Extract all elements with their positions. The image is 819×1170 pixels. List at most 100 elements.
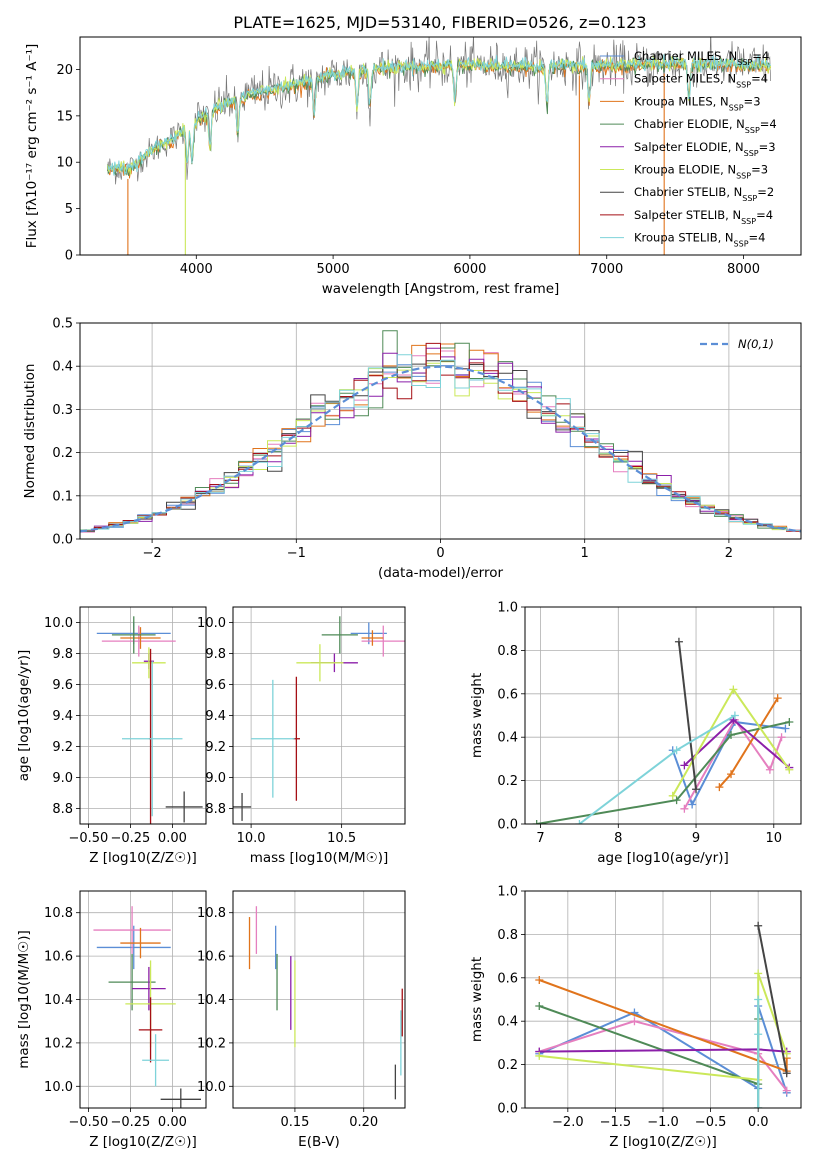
spectrum-model-line [107, 54, 771, 176]
legend-entry: Chabrier MILES, NSSP=4 [634, 49, 769, 67]
mass-weight-vs-age-marker [672, 796, 681, 805]
mass-weight-vs-age-marker [688, 800, 697, 809]
legend-entry: Salpeter STELIB, NSSP=4 [634, 208, 773, 226]
spectrum-axes: 4000 5000 6000 7000 8000 0 5 10 15 20 wavelength [… [24, 44, 760, 297]
mass-vs-Z-ytick-label: 10.4 [44, 993, 73, 1008]
mass-weight-vs-age-axes: 7 8 9 10 0.0 0.2 0.4 0.6 0.8 1.0 age [log10(age/yr… [469, 601, 801, 866]
mass-weight-vs-age-marker [727, 770, 736, 779]
age-vs-Z-ytick-label: 10.0 [44, 616, 73, 631]
age-vs-mass-ytick-label: 9.4 [205, 709, 226, 724]
legend-nssp-label: , N [718, 231, 734, 245]
age-vs-Z-ytick-label: 9.0 [52, 771, 73, 786]
spectrum-ytick-label: 10 [56, 156, 73, 171]
mass-weight-vs-age-plot [532, 637, 794, 824]
residual-histogram-step [80, 354, 801, 534]
legend-equals: = [744, 94, 754, 108]
mass-weight-vs-age-marker [729, 685, 738, 694]
mass-weight-vs-Z-marker [535, 1002, 544, 1011]
legend-entry: Chabrier ELODIE, NSSP=4 [634, 117, 777, 135]
legend-nssp-subscript: SSP [736, 80, 751, 89]
mass-weight-vs-Z-marker [782, 1069, 791, 1078]
mass-vs-EBV-frame [232, 890, 406, 1109]
residuals-ytick-label: 0.0 [52, 533, 73, 548]
mass-weight-vs-age-xtick-label: 10 [766, 831, 783, 846]
age-vs-mass-plot [233, 616, 405, 821]
gaussian-curve [80, 365, 801, 533]
mass-weight-vs-age-ytick-label: 0.6 [497, 687, 518, 702]
legend-model-name: Chabrier STELIB [634, 185, 726, 199]
mass-weight-vs-Z-marker [754, 921, 763, 930]
spectrum-plot [106, 37, 772, 255]
age-vs-Z-axes: −0.50 −0.25 0.00 8.8 9.0 9.2 9.4 9.6 9.8 10.0 Z [l… [16, 607, 206, 866]
mass-weight-vs-Z-marker [754, 1104, 763, 1108]
legend-nssp-value: 3 [761, 163, 768, 177]
mass-weight-vs-age-marker [575, 820, 584, 824]
mass-vs-Z-xtick-label: −0.50 [68, 1115, 108, 1130]
mass-weight-vs-Z-ytick-label: 1.0 [497, 885, 518, 900]
age-vs-Z-ytick-label: 9.6 [52, 678, 73, 693]
legend-nssp-value: 4 [762, 49, 769, 63]
legend-equals: = [752, 49, 762, 63]
mass-weight-vs-Z-ytick-label: 0.2 [497, 1058, 518, 1073]
age-vs-Z-xlabel: Z [log10(Z/Z☉)] [89, 850, 197, 866]
mass-weight-vs-age-xtick-label: 9 [692, 831, 700, 846]
mass-weight-vs-age-ytick-label: 0.4 [497, 731, 518, 746]
mass-weight-vs-Z-xlabel: Z [log10(Z/Z☉)] [609, 1134, 717, 1150]
mass-weight-vs-age-ytick-label: 0.0 [497, 818, 518, 833]
spectrum-ylabel: Flux [fλ10⁻¹⁷ erg cm⁻² s⁻¹ A⁻¹] [24, 44, 40, 249]
mass-vs-Z-ylabel: mass [log10(M/M☉)] [16, 930, 32, 1069]
mass-vs-Z-xtick-label: 0.00 [158, 1115, 187, 1130]
residuals-xtick-label: 2 [725, 546, 733, 561]
age-vs-Z-ytick-label: 9.8 [52, 647, 73, 662]
mass-weight-vs-age-frame [524, 606, 802, 825]
mass-weight-vs-age-xlabel: age [log10(age/yr)] [597, 850, 729, 866]
legend-nssp-label: , N [720, 163, 736, 177]
mass-weight-vs-age-marker [668, 791, 677, 800]
mass-weight-vs-Z-xtick-label: −2.0 [552, 1115, 584, 1130]
legend-entry: Salpeter ELODIE, NSSP=3 [634, 140, 776, 158]
legend-nssp-label: , N [728, 140, 744, 154]
age-vs-Z-ytick-label: 9.4 [52, 709, 73, 724]
legend-nssp-subscript: SSP [741, 216, 756, 225]
age-vs-mass-axes: 10.0 10.5 8.8 9.0 9.2 9.4 9.6 9.8 10.0 mass [log1… [197, 607, 405, 866]
legend-equals: = [757, 185, 767, 199]
age-vs-Z-xtick-label: 0.00 [158, 831, 187, 846]
legend-model-name: Salpeter STELIB [634, 208, 725, 222]
legend-nssp-value: 3 [768, 140, 775, 154]
mass-vs-EBV-axes: 0.15 0.20 10.0 10.2 10.4 10.6 10.8 E(B-V) [197, 891, 405, 1150]
mass-weight-vs-Z-ytick-label: 0.8 [497, 928, 518, 943]
legend-nssp-subscript: SSP [736, 171, 751, 180]
legend-nssp-value: 4 [769, 117, 776, 131]
mass-weight-vs-Z-marker [754, 1030, 763, 1039]
mass-weight-vs-age-marker [773, 694, 782, 703]
mass-vs-EBV-ytick-label: 10.0 [197, 1080, 226, 1095]
age-vs-mass-frame [232, 606, 406, 825]
mass-weight-vs-age-marker [692, 785, 701, 794]
mass-vs-EBV-ytick-label: 10.6 [197, 950, 226, 965]
mass-weight-vs-age-marker [765, 765, 774, 774]
mass-weight-vs-age-marker [680, 761, 689, 770]
mass-weight-vs-age-series-line [683, 717, 783, 810]
mass-vs-EBV-ytick-label: 10.2 [197, 1036, 226, 1051]
legend-nssp-subscript: SSP [734, 239, 749, 248]
spectrum-xtick-label: 8000 [727, 262, 760, 277]
mass-weight-vs-Z-xtick-label: −0.5 [695, 1115, 727, 1130]
mass-weight-vs-age-marker [532, 820, 541, 824]
age-vs-mass-xlabel: mass [log10(M/M☉)] [250, 850, 389, 866]
mass-weight-vs-Z-series-line [757, 925, 788, 1074]
mass-vs-Z-ytick-label: 10.8 [44, 906, 73, 921]
mass-weight-vs-Z-xtick-label: 0.0 [748, 1115, 769, 1130]
mass-weight-vs-age-marker [781, 724, 790, 733]
residuals-legend: N(0,1) [700, 337, 774, 351]
legend-equals: = [751, 163, 761, 177]
legend-nssp-value: 3 [753, 94, 760, 108]
mass-weight-vs-age-ytick-label: 0.2 [497, 774, 518, 789]
spectrum-xtick-label: 5000 [317, 262, 350, 277]
residuals-ytick-label: 0.3 [52, 403, 73, 418]
mass-vs-Z-frame [79, 890, 207, 1109]
legend-model-name: Kroupa ELODIE [634, 163, 720, 177]
legend-entry: Salpeter MILES, NSSP=4 [634, 72, 768, 90]
legend-nssp-subscript: SSP [742, 194, 757, 203]
legend-model-name: Chabrier MILES [634, 49, 721, 63]
